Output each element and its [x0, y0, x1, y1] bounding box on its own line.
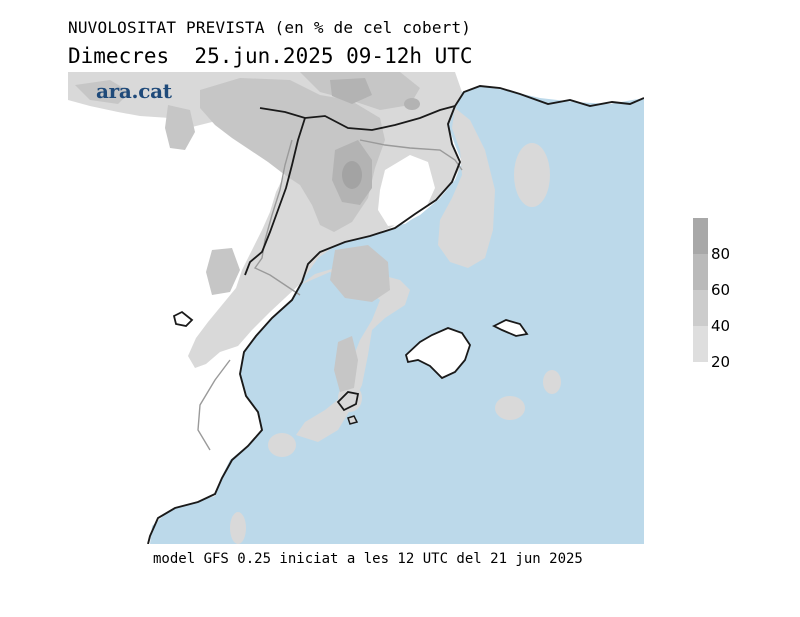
clear-patch-west — [172, 150, 220, 208]
legend-label-80: 80 — [711, 245, 731, 263]
cloud-60-north — [330, 78, 372, 104]
cloud-40-central — [330, 245, 390, 302]
legend-swatch-40-60 — [693, 290, 708, 326]
legend-label-60: 60 — [711, 281, 731, 299]
ara-cat-logo[interactable]: ara.cat — [96, 79, 172, 103]
sea-area — [150, 86, 644, 544]
cloud-patch-2 — [495, 396, 525, 420]
cloud-patch-5 — [230, 512, 246, 544]
cloud-40-nw — [75, 80, 130, 104]
model-info-footer: model GFS 0.25 iniciat a les 12 UTC del … — [153, 551, 583, 567]
coastline — [147, 85, 644, 544]
national-border — [259, 105, 456, 131]
national-border-2 — [244, 117, 306, 276]
cloud-20-sea-delta — [296, 268, 410, 442]
map-title: NUVOLOSITAT PREVISTA (en % de cel cobert… — [68, 18, 472, 37]
cloud-40-ebro — [334, 336, 358, 392]
clear-patch-barcelona — [378, 155, 435, 226]
legend-label-40: 40 — [711, 317, 731, 335]
legend-swatch-20-40 — [693, 326, 708, 362]
legend-swatch-60-80 — [693, 254, 708, 290]
island-formentera — [347, 415, 359, 425]
cloud-40-aragon — [206, 248, 240, 295]
cape-creus — [172, 310, 194, 327]
island-mallorca — [404, 327, 471, 380]
cloud-60-patch — [404, 98, 420, 110]
cloud-80-core — [342, 161, 362, 189]
regional-border-2 — [359, 139, 463, 171]
legend-swatch-80-100 — [693, 218, 708, 254]
cloud-patch-4 — [268, 433, 296, 457]
cloud-40-west — [165, 105, 195, 150]
cloud-patch-1 — [514, 143, 550, 207]
island-ibiza — [336, 391, 360, 412]
map-subtitle-date: Dimecres 25.jun.2025 09-12h UTC — [68, 44, 473, 68]
regional-border-3 — [197, 359, 231, 451]
island-menorca — [491, 319, 529, 337]
legend-label-20: 20 — [711, 353, 731, 371]
cloud-patch-3 — [543, 370, 561, 394]
cloud-20-sea-east — [438, 108, 495, 268]
